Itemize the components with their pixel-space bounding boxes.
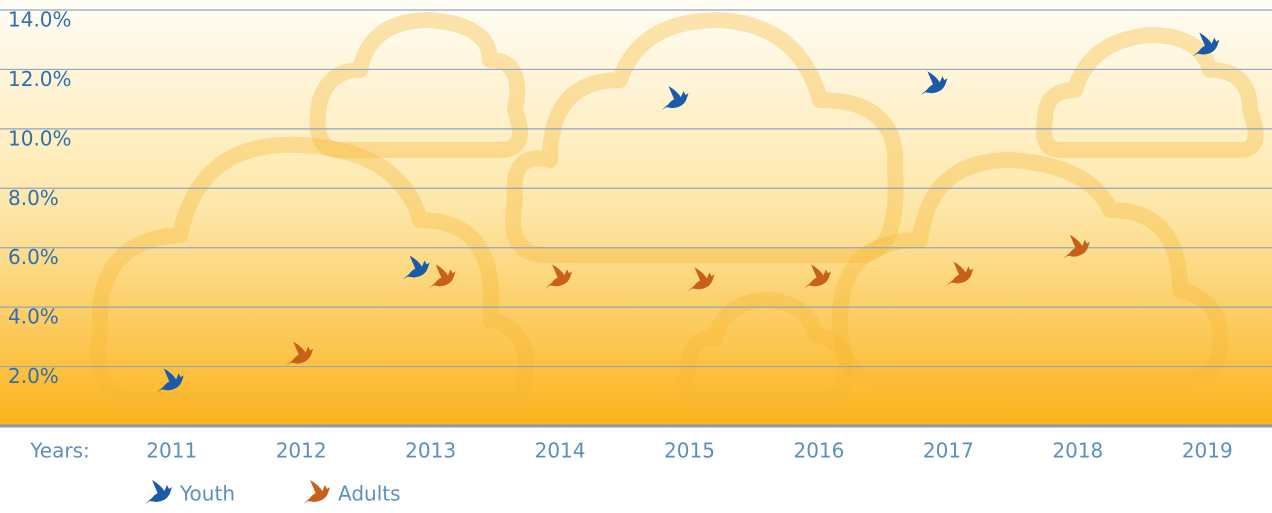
legend-label: Adults xyxy=(338,482,401,506)
y-tick-label: 10.0% xyxy=(8,126,72,150)
x-tick-label: 2019 xyxy=(1182,439,1233,463)
x-tick-label: 2013 xyxy=(405,439,456,463)
y-tick-label: 8.0% xyxy=(8,186,59,210)
x-axis-label: Years: xyxy=(29,439,90,463)
y-tick-label: 2.0% xyxy=(8,364,59,388)
legend-label: Youth xyxy=(179,482,235,506)
x-tick-label: 2016 xyxy=(793,439,844,463)
y-tick-label: 6.0% xyxy=(8,245,59,269)
y-tick-label: 14.0% xyxy=(8,8,72,32)
y-tick-label: 4.0% xyxy=(8,305,59,329)
legend: Youth Adults xyxy=(145,480,401,506)
chart: 2.0% 4.0% 6.0% 8.0% 10.0% 12.0% 14.0% Years: 2… xyxy=(0,0,1272,513)
y-tick-label: 12.0% xyxy=(8,67,72,91)
x-tick-label: 2014 xyxy=(535,439,586,463)
x-tick-label: 2017 xyxy=(923,439,974,463)
x-tick-label: 2011 xyxy=(146,439,197,463)
x-tick-label: 2012 xyxy=(276,439,327,463)
x-tick-label: 2015 xyxy=(664,439,715,463)
x-tick-label: 2018 xyxy=(1052,439,1103,463)
legend-symbol xyxy=(303,480,330,504)
legend-symbol xyxy=(145,480,172,504)
